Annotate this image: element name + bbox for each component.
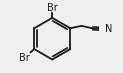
- Text: Br: Br: [19, 53, 30, 63]
- Text: N: N: [105, 24, 112, 34]
- Text: Br: Br: [47, 3, 58, 13]
